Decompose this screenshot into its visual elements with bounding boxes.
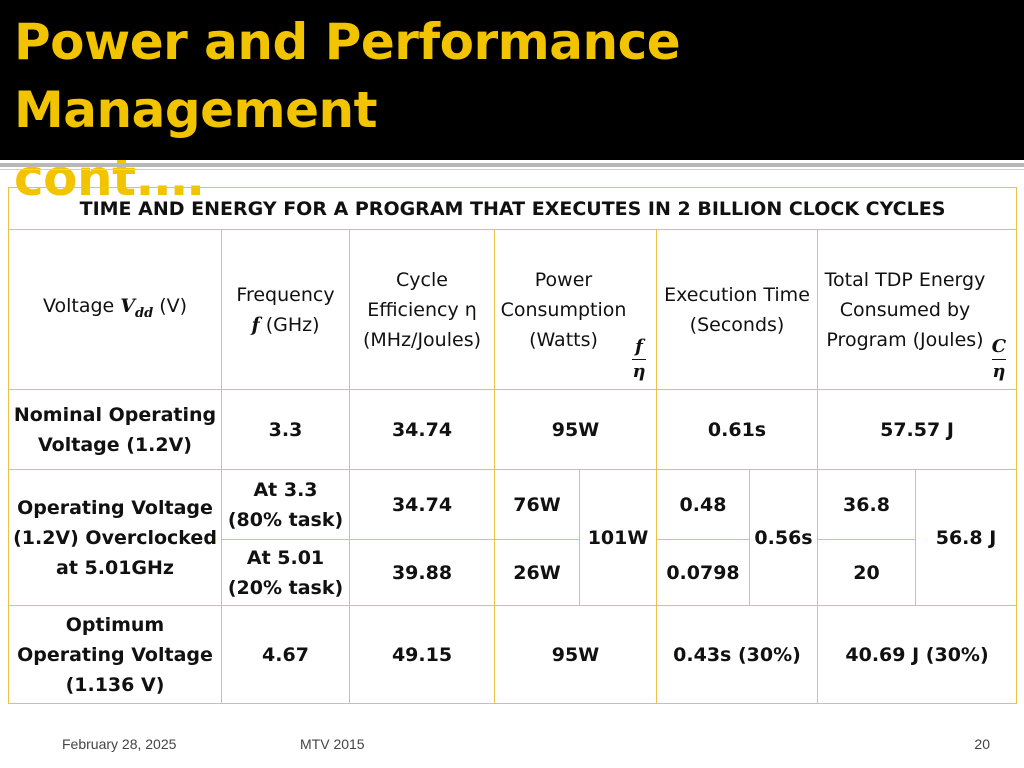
data-table: TIME AND ENERGY FOR A PROGRAM THAT EXECU… bbox=[7, 187, 1018, 704]
oc-sub1-frequency: At 3.3 (80% task) bbox=[221, 469, 350, 540]
table-caption: TIME AND ENERGY FOR A PROGRAM THAT EXECU… bbox=[7, 187, 1018, 230]
optimum-time: 0.43s (30%) bbox=[656, 605, 818, 704]
header-frequency: Frequency f (GHz) bbox=[221, 229, 350, 390]
footer-center: MTV 2015 bbox=[300, 736, 365, 752]
footer-date: February 28, 2025 bbox=[62, 736, 177, 752]
nominal-efficiency: 34.74 bbox=[349, 389, 495, 470]
nominal-power: 95W bbox=[494, 389, 657, 470]
oc-sub2-energy: 20 bbox=[817, 539, 916, 606]
oc-sub2-efficiency: 39.88 bbox=[349, 539, 495, 606]
oc-sub1-energy: 36.8 bbox=[817, 469, 916, 540]
row-optimum-label: Optimum Operating Voltage (1.136 V) bbox=[8, 605, 222, 704]
oc-sub1-time: 0.48 bbox=[656, 469, 750, 540]
oc-energy-total: 56.8 J bbox=[914, 469, 1018, 606]
oc-sub2-frequency: At 5.01 (20% task) bbox=[221, 539, 350, 606]
oc-power-total: 101W bbox=[579, 469, 657, 606]
optimum-power: 95W bbox=[494, 605, 657, 704]
optimum-efficiency: 49.15 bbox=[349, 605, 495, 704]
oc-sub1-efficiency: 34.74 bbox=[349, 469, 495, 540]
header-cycle-efficiency: Cycle Efficiency η (MHz/Joules) bbox=[349, 229, 495, 390]
header-energy: Total TDP Energy Consumed by Program (Jo… bbox=[816, 229, 1018, 390]
row-overclocked-label: Operating Voltage (1.2V) Overclocked at … bbox=[8, 469, 222, 606]
row-nominal-label: Nominal Operating Voltage (1.2V) bbox=[8, 389, 222, 470]
slide-title: Power and Performance Management cont.… bbox=[14, 13, 681, 207]
oc-sub2-time: 0.0798 bbox=[656, 539, 750, 606]
oc-time-total: 0.56s bbox=[749, 469, 818, 606]
divider-thin bbox=[0, 169, 1024, 170]
optimum-frequency: 4.67 bbox=[221, 605, 350, 704]
oc-sub2-power: 26W bbox=[494, 539, 580, 606]
title-bar: Power and Performance Management cont.… bbox=[0, 0, 1024, 207]
oc-sub1-power: 76W bbox=[494, 469, 580, 540]
optimum-energy: 40.69 J (30%) bbox=[816, 605, 1018, 704]
divider-thick bbox=[0, 163, 1024, 167]
nominal-time: 0.61s bbox=[656, 389, 818, 470]
header-execution-time: Execution Time (Seconds) bbox=[656, 229, 818, 390]
nominal-energy: 57.57 J bbox=[816, 389, 1018, 470]
header-voltage: Voltage Vdd (V) bbox=[8, 229, 222, 390]
footer-page-number: 20 bbox=[974, 736, 990, 752]
nominal-frequency: 3.3 bbox=[221, 389, 350, 470]
